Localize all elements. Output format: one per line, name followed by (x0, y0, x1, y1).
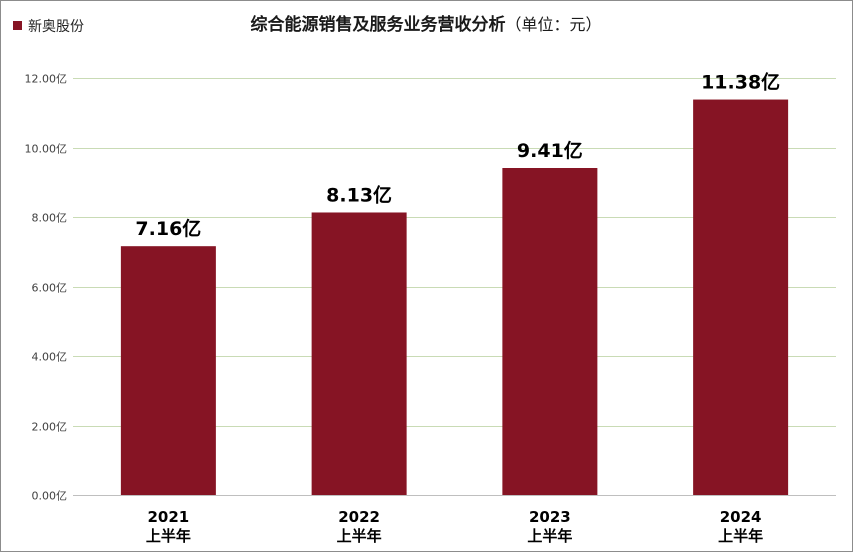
y-tick-label: 10.00亿 (25, 143, 68, 156)
legend: 新奥股份 (13, 18, 84, 35)
legend-label: 新奥股份 (28, 18, 84, 35)
x-tick-label: 上半年 (146, 527, 191, 545)
legend-marker (13, 21, 22, 30)
x-tick-label: 上半年 (718, 527, 763, 545)
bar (311, 212, 407, 496)
x-tick-label: 2021 (148, 508, 190, 526)
y-tick-label: 12.00亿 (25, 73, 68, 86)
x-tick-label: 2024 (720, 508, 762, 526)
y-tick-label: 0.00亿 (32, 490, 68, 503)
bar (120, 246, 216, 495)
x-tick-label: 2023 (529, 508, 571, 526)
data-labels: 7.16亿 8.13亿 9.41亿 11.38亿 (135, 71, 780, 241)
chart-title-unit: （单位：元） (505, 15, 601, 34)
y-tick-label: 4.00亿 (32, 351, 68, 364)
bars (120, 99, 789, 496)
bar (502, 168, 598, 495)
data-label: 8.13亿 (326, 183, 392, 206)
data-label: 11.38亿 (701, 71, 780, 94)
x-tick-label: 2022 (338, 508, 380, 526)
y-tick-label: 6.00亿 (32, 282, 68, 295)
x-tick-label: 上半年 (527, 527, 572, 545)
y-tick-label: 8.00亿 (32, 212, 68, 225)
chart-title: 综合能源销售及服务业务营收分析（单位：元） (250, 14, 601, 35)
y-tick-label: 2.00亿 (32, 421, 68, 434)
data-label: 9.41亿 (517, 139, 583, 162)
x-tick-label: 上半年 (337, 527, 382, 545)
chart-title-main: 综合能源销售及服务业务营收分析 (250, 14, 505, 35)
data-label: 7.16亿 (135, 217, 201, 240)
bar (693, 99, 789, 496)
y-axis-tick-labels: 0.00亿 2.00亿 4.00亿 6.00亿 8.00亿 10.00亿 12.00亿 (25, 73, 68, 503)
